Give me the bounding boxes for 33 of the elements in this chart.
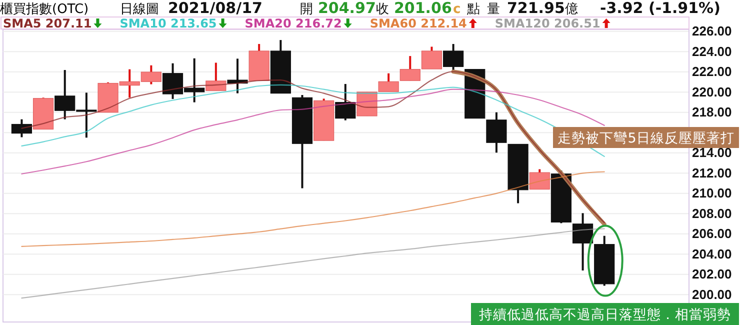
- y-tick-label: 214.00: [692, 145, 732, 160]
- chart-title: 櫃買指數(OTC): [0, 2, 89, 17]
- y-tick-label: 222.00: [692, 64, 732, 80]
- annotation: 持續低過低高不過高日落型態．相當弱勢: [479, 307, 731, 323]
- text: 開: [300, 2, 313, 17]
- text: -3.92 (-1.91%): [600, 0, 720, 17]
- text: 721.95: [507, 0, 565, 17]
- text: SMA20 216.72: [244, 16, 342, 30]
- text: 億: [565, 2, 578, 17]
- y-tick-label: 204.00: [692, 246, 732, 262]
- text: SMA60 212.14: [370, 16, 467, 30]
- y-tick-label: 202.00: [692, 266, 732, 282]
- text: 2021/08/17: [168, 0, 262, 17]
- y-tick-label: 208.00: [692, 206, 732, 221]
- text: SMA5 207.11: [3, 16, 92, 30]
- text: 201.06: [394, 0, 452, 17]
- annotation: 走勢被下彎5日線反壓壓著打: [558, 130, 734, 146]
- text: c: [453, 2, 461, 17]
- y-tick-label: 212.00: [692, 165, 732, 180]
- y-tick-label: 200.00: [692, 286, 732, 302]
- y-tick-label: 224.00: [692, 44, 732, 59]
- y-tick-label: 220.00: [692, 84, 732, 100]
- text: SMA10 213.65: [120, 16, 217, 30]
- y-tick-label: 218.00: [692, 104, 732, 120]
- text: SMA120 206.51: [494, 16, 600, 30]
- text: 204.97: [318, 0, 376, 17]
- text: 收: [376, 2, 389, 17]
- chart-subtitle: 日線圖: [120, 2, 159, 17]
- y-tick-label: 210.00: [692, 186, 732, 201]
- y-tick-label: 226.00: [692, 24, 732, 39]
- text: 點: [466, 2, 480, 17]
- y-tick-label: 206.00: [692, 226, 732, 242]
- text: 量: [487, 2, 500, 17]
